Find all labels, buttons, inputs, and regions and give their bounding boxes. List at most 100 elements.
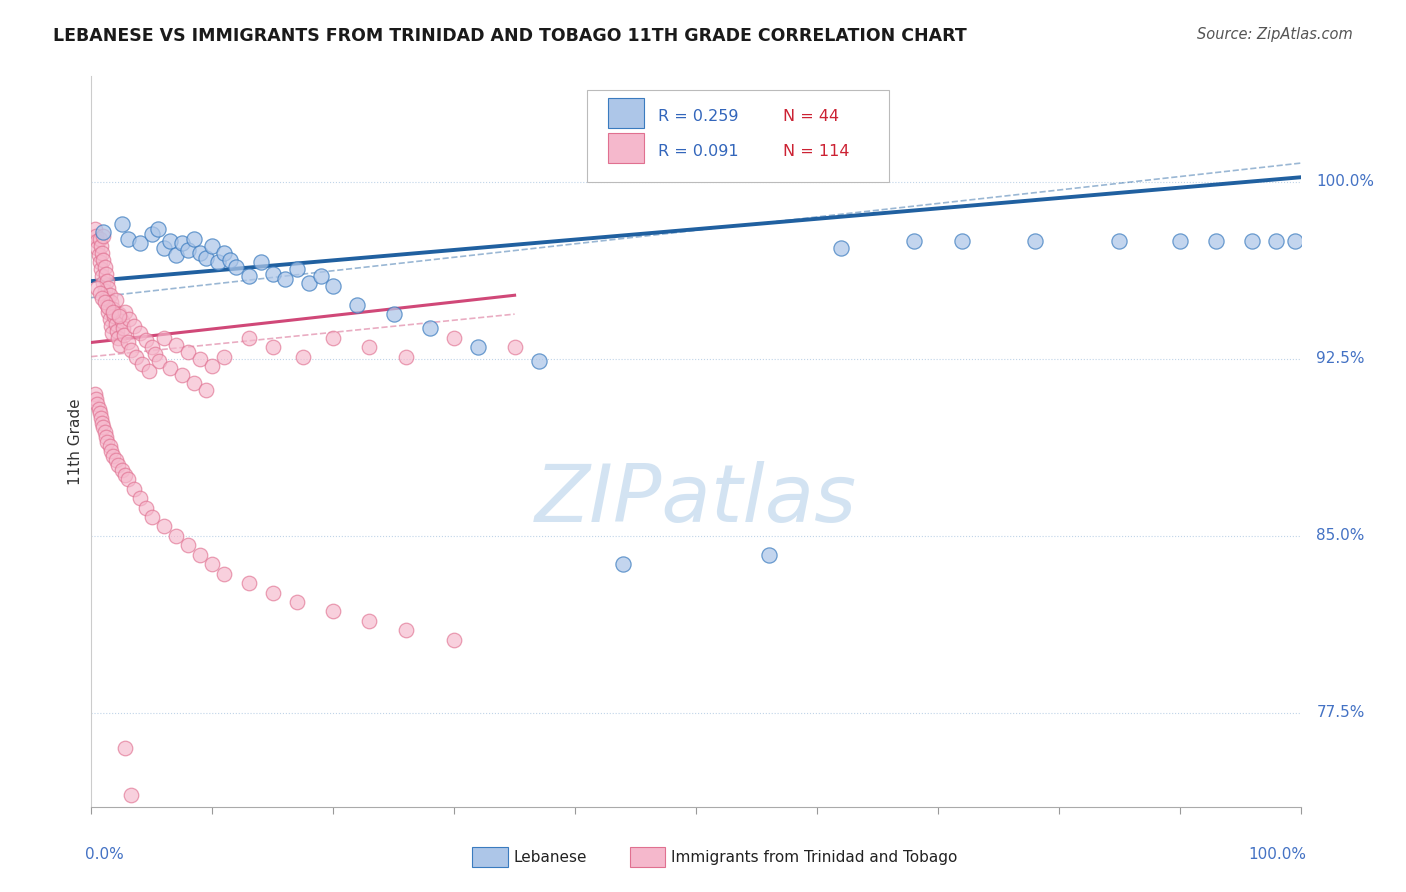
Point <box>612 558 634 572</box>
Point <box>201 359 224 373</box>
Point <box>128 326 150 340</box>
Point <box>94 291 117 305</box>
Text: Lebanese: Lebanese <box>513 850 586 864</box>
Point <box>98 439 121 453</box>
Point <box>1205 234 1227 248</box>
Point <box>172 236 194 251</box>
Point <box>84 392 107 406</box>
Point <box>262 340 284 354</box>
Point <box>165 529 187 543</box>
Point <box>219 252 242 267</box>
Point <box>108 310 131 324</box>
Point <box>285 595 308 609</box>
Point <box>159 361 181 376</box>
Point <box>84 229 107 244</box>
Point <box>165 338 187 352</box>
Point <box>153 331 176 345</box>
Point <box>128 491 150 505</box>
Point <box>96 434 118 449</box>
Point <box>122 318 145 333</box>
Point <box>1241 234 1264 248</box>
Point <box>122 482 145 496</box>
Y-axis label: 11th Grade: 11th Grade <box>67 398 83 485</box>
Text: 0.0%: 0.0% <box>86 847 124 863</box>
Point <box>195 251 218 265</box>
Point <box>503 340 526 354</box>
Point <box>188 245 211 260</box>
Point <box>101 449 124 463</box>
Point <box>758 548 780 562</box>
Point <box>183 376 205 390</box>
Point <box>419 321 441 335</box>
Point <box>1284 234 1306 248</box>
Point <box>172 368 194 383</box>
Point <box>93 260 115 274</box>
Point <box>93 229 115 244</box>
Point <box>322 604 344 618</box>
Point <box>146 222 169 236</box>
Point <box>322 278 344 293</box>
Point <box>87 401 110 416</box>
FancyBboxPatch shape <box>588 90 890 182</box>
Point <box>105 324 128 338</box>
Point <box>359 614 381 628</box>
Point <box>96 298 118 312</box>
Point <box>100 318 122 333</box>
Text: 85.0%: 85.0% <box>1316 528 1365 543</box>
Point <box>214 566 236 581</box>
FancyBboxPatch shape <box>607 133 644 163</box>
Point <box>148 354 170 368</box>
Point <box>93 277 115 291</box>
Point <box>93 225 115 239</box>
Point <box>97 281 120 295</box>
Point <box>1108 234 1130 248</box>
Point <box>117 335 139 350</box>
Point <box>91 269 114 284</box>
Point <box>177 344 200 359</box>
Point <box>165 248 187 262</box>
Point <box>262 267 284 281</box>
Point <box>195 383 218 397</box>
Point <box>1024 234 1046 248</box>
Point <box>285 262 308 277</box>
Point <box>91 291 114 305</box>
Point <box>93 420 115 434</box>
Point <box>100 295 122 310</box>
Point <box>238 331 260 345</box>
Point <box>214 350 236 364</box>
Point <box>177 244 200 258</box>
Point <box>104 453 127 467</box>
Point <box>86 234 108 248</box>
Point <box>135 333 157 347</box>
Point <box>395 350 418 364</box>
Point <box>298 277 321 291</box>
Point <box>108 307 131 321</box>
Text: ZIPatlas: ZIPatlas <box>534 461 858 539</box>
Point <box>125 350 148 364</box>
Point <box>207 255 229 269</box>
Point <box>90 238 112 252</box>
Point <box>117 232 139 246</box>
Point <box>114 305 136 319</box>
Point <box>84 387 107 401</box>
Point <box>201 238 224 252</box>
Point <box>141 227 163 241</box>
Point <box>225 260 247 274</box>
Point <box>145 347 167 361</box>
Point <box>101 302 124 317</box>
Point <box>87 248 110 262</box>
Point <box>91 416 114 430</box>
Point <box>443 331 465 345</box>
Point <box>98 311 121 326</box>
Point <box>141 340 163 354</box>
Point <box>1265 234 1288 248</box>
Point <box>118 311 141 326</box>
Point <box>309 269 332 284</box>
Point <box>359 340 381 354</box>
Point <box>91 245 114 260</box>
Point <box>138 364 160 378</box>
Point <box>86 397 108 411</box>
Point <box>262 585 284 599</box>
Point <box>114 741 136 756</box>
Point <box>101 326 124 340</box>
